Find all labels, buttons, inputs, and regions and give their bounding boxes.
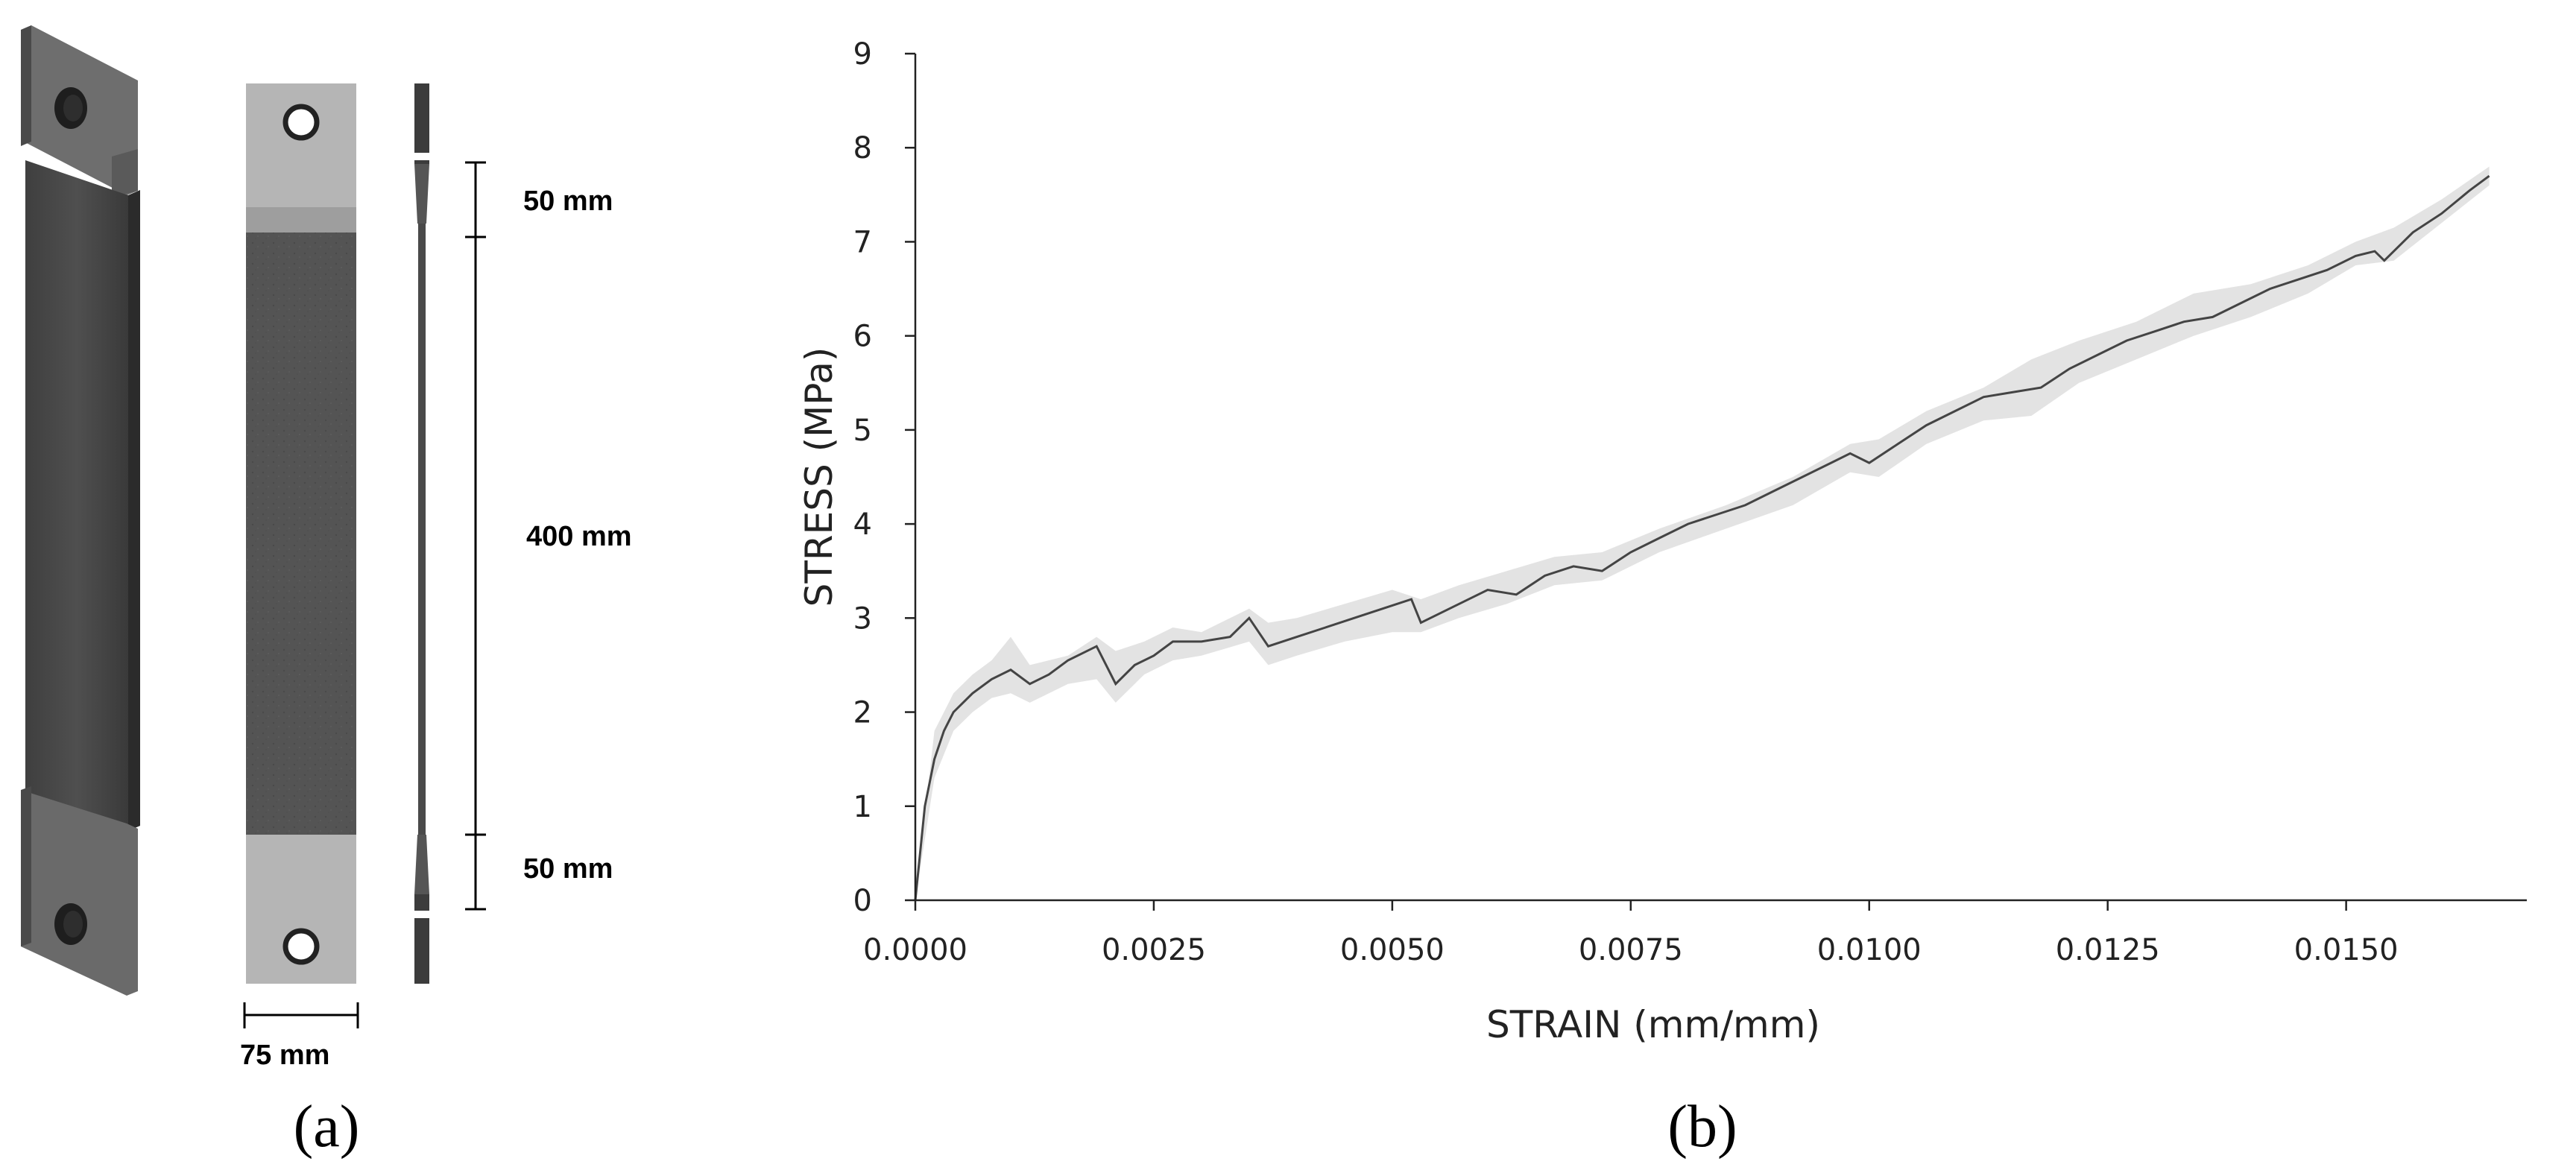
- caption-b: (b): [1667, 1094, 1737, 1160]
- x-tick-label: 0.0100: [1817, 933, 1922, 967]
- x-tick-label: 0.0075: [1579, 933, 1683, 967]
- specimen-side-view: [414, 83, 429, 984]
- y-tick-label: 0: [853, 884, 872, 918]
- y-ticks: 0 1 2 3 4 5 6 7 8 9: [853, 37, 915, 918]
- y-tick-label: 8: [853, 131, 872, 165]
- specimen-figure: 50 mm 400 mm 50 mm 75 mm (a): [21, 25, 632, 1160]
- y-tick-label: 9: [853, 37, 872, 72]
- y-tick-label: 3: [853, 601, 872, 636]
- x-ticks: 0.0000 0.0025 0.0050 0.0075 0.0100 0.0125 0.01…: [863, 900, 2399, 967]
- y-tick-label: 2: [853, 696, 872, 730]
- stress-strain-chart: 0 1 2 3 4 5 6 7 8 9 0.0000 0.0025 0.0050 0.0075 0.010…: [798, 37, 2527, 1160]
- x-tick-label: 0.0000: [863, 933, 967, 967]
- x-tick-label: 0.0150: [2294, 933, 2399, 967]
- variation-band: [915, 166, 2490, 900]
- dimension-lines: [243, 161, 486, 1028]
- caption-a: (a): [294, 1094, 360, 1160]
- y-tick-label: 4: [853, 508, 872, 542]
- y-tick-label: 6: [853, 320, 872, 354]
- x-tick-label: 0.0125: [2056, 933, 2160, 967]
- x-tick-label: 0.0025: [1102, 933, 1206, 967]
- x-tick-label: 0.0050: [1340, 933, 1445, 967]
- dim-width: 75 mm: [240, 1040, 329, 1071]
- dim-bottom-tab: 50 mm: [523, 853, 613, 885]
- specimen-front-view: [246, 83, 356, 984]
- dim-gauge-length: 400 mm: [526, 521, 632, 552]
- x-axis-title: STRAIN (mm/mm): [1486, 1003, 1820, 1046]
- specimen-isometric-view: [21, 25, 140, 996]
- y-tick-label: 7: [853, 225, 872, 259]
- y-axis-title: STRESS (MPa): [798, 347, 841, 607]
- axes: [914, 54, 2527, 902]
- y-tick-label: 1: [853, 790, 872, 824]
- stress-strain-curve: [914, 174, 2490, 901]
- y-tick-label: 5: [853, 414, 872, 448]
- dim-top-tab: 50 mm: [523, 186, 613, 217]
